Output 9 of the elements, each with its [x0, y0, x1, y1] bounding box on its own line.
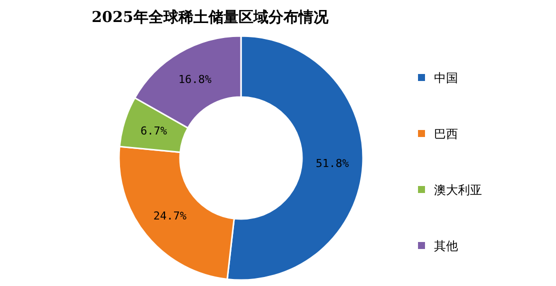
legend-label: 澳大利亚: [434, 183, 482, 197]
data-label: 51.8%: [316, 157, 350, 170]
data-label: 16.8%: [178, 72, 212, 86]
chart-title: 2025年全球稀土储量区域分布情况: [92, 8, 330, 26]
legend-label: 中国: [434, 71, 458, 85]
data-label: 24.7%: [153, 210, 187, 223]
legend-label: 巴西: [434, 127, 458, 141]
legend-label: 其他: [434, 239, 458, 253]
data-label: 6.7%: [140, 124, 168, 138]
